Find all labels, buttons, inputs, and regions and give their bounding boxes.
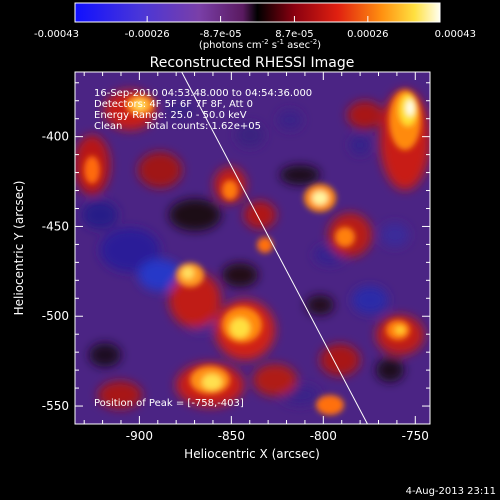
chart-title: Reconstructed RHESSI Image bbox=[150, 55, 355, 71]
x-tick-label: -900 bbox=[126, 429, 153, 443]
x-tick-label: -750 bbox=[402, 429, 429, 443]
y-tick-label: -400 bbox=[42, 130, 69, 144]
y-axis-label: Heliocentric Y (arcsec) bbox=[12, 181, 26, 316]
colorbar-gradient bbox=[74, 2, 441, 23]
y-tick-label: -450 bbox=[42, 219, 69, 233]
y-tick-label: -550 bbox=[42, 399, 69, 413]
x-axis-label: Heliocentric X (arcsec) bbox=[184, 447, 320, 461]
peak-position-label: Position of Peak = [-758,-403] bbox=[94, 398, 244, 409]
colorbar-ticks: -0.00043 -0.00026 -8.7e-05 8.7e-05 0.00026 0.… bbox=[34, 16, 476, 40]
solar-limb-line bbox=[181, 72, 368, 424]
x-tick-label: -850 bbox=[218, 429, 245, 443]
plot-date-stamp: 4-Aug-2013 23:11 bbox=[406, 486, 496, 497]
annotation-counts: Total counts: 1.62e+05 bbox=[144, 121, 261, 132]
x-tick-label: -800 bbox=[310, 429, 337, 443]
x-axis-ticks: -900 -850 -800 -750 bbox=[83, 72, 429, 443]
colorbar-tick-label: 0.00026 bbox=[347, 29, 388, 40]
annotation-block: 16-Sep-2010 04:53:48.000 to 04:54:36.000… bbox=[94, 88, 312, 132]
annotation-time: 16-Sep-2010 04:53:48.000 to 04:54:36.000 bbox=[94, 88, 312, 99]
colorbar: -0.00043 -0.00026 -8.7e-05 8.7e-05 0.00026 0.… bbox=[34, 2, 476, 51]
heatmap-image bbox=[75, 72, 430, 424]
colorbar-tick-label: 0.00043 bbox=[435, 29, 476, 40]
colorbar-unit-label: (photons cm-2 s-1 asec-2) bbox=[199, 38, 321, 51]
annotation-detectors: Detectors: 4F 5F 6F 7F 8F, Att 0 bbox=[94, 99, 253, 110]
y-tick-label: -500 bbox=[42, 309, 69, 323]
annotation-method: Clean bbox=[94, 121, 122, 132]
colorbar-tick-label: 8.7e-05 bbox=[275, 29, 313, 40]
colorbar-tick-label: -8.7e-05 bbox=[200, 29, 242, 40]
y-axis-ticks: -400 -450 -500 -550 bbox=[42, 82, 430, 425]
colorbar-tick-label: -0.00043 bbox=[34, 29, 79, 40]
colorbar-tick-label: -0.00026 bbox=[125, 29, 170, 40]
plot-frame bbox=[74, 71, 431, 425]
annotation-energy: Energy Range: 25.0 - 50.0 keV bbox=[94, 110, 247, 121]
